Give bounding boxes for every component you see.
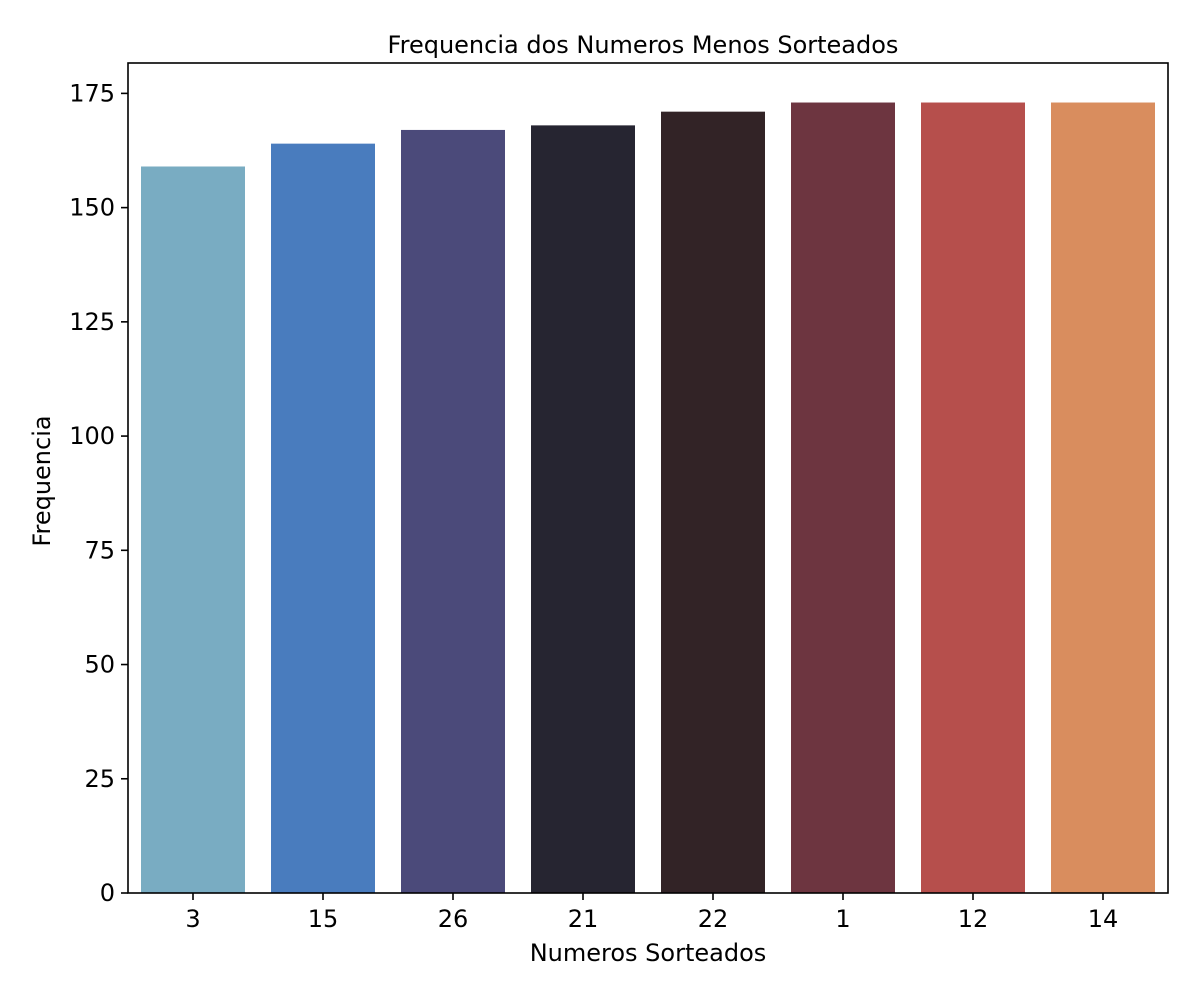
- x-tick-label: 22: [698, 905, 729, 933]
- y-tick-label: 50: [84, 651, 115, 679]
- bar-15: [271, 143, 375, 893]
- y-axis-label: Frequencia: [28, 415, 56, 546]
- x-tick-label: 21: [568, 905, 599, 933]
- plot-frame: [127, 62, 1169, 894]
- y-tick-label: 150: [69, 194, 115, 222]
- x-axis-ticks: 3 15 26 21 22 1 12 14: [185, 893, 1118, 933]
- y-tick-label: 0: [100, 879, 115, 907]
- y-tick-label: 100: [69, 422, 115, 450]
- x-tick-label: 26: [438, 905, 469, 933]
- bar-26: [401, 129, 505, 894]
- chart-title: Frequencia dos Numeros Menos Sorteados: [388, 31, 899, 59]
- x-tick-label: 1: [835, 905, 850, 933]
- x-axis-label: Numeros Sorteados: [530, 939, 767, 967]
- y-tick-label: 175: [69, 79, 115, 107]
- y-axis-ticks: 0 25 50 75 100 125 150 175: [69, 79, 128, 907]
- x-tick-label: 14: [1088, 905, 1119, 933]
- y-tick-label: 125: [69, 308, 115, 336]
- bar-21: [531, 125, 635, 894]
- x-tick-label: 12: [958, 905, 989, 933]
- bar-12: [921, 102, 1025, 894]
- bar-14: [1051, 102, 1155, 894]
- y-tick-label: 25: [84, 765, 115, 793]
- bar-22: [661, 111, 765, 894]
- y-tick-label: 75: [84, 536, 115, 564]
- x-tick-label: 3: [185, 905, 200, 933]
- bar-3: [141, 166, 245, 893]
- bars-group: [141, 102, 1155, 894]
- bar-1: [791, 102, 895, 894]
- x-tick-label: 15: [308, 905, 339, 933]
